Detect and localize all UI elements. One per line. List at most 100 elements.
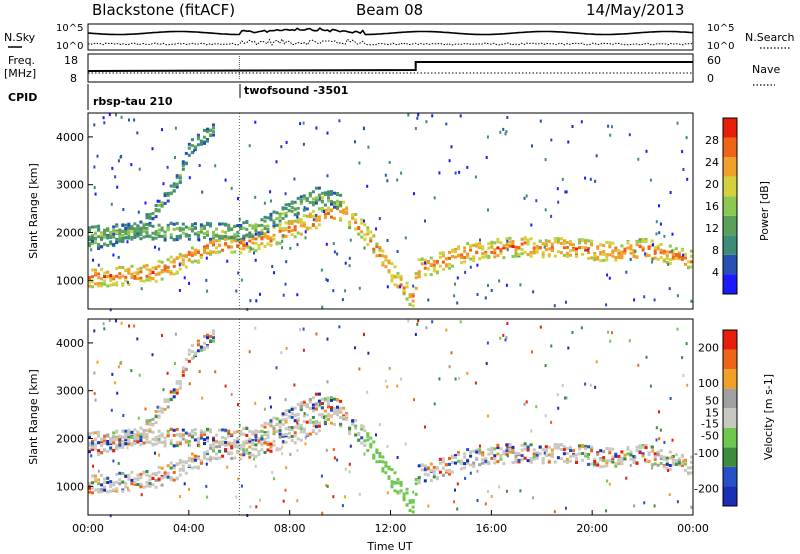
velocity-cell (290, 407, 294, 411)
power-cell (209, 249, 212, 253)
power-cell (296, 293, 299, 297)
power-cell (136, 231, 140, 235)
velocity-cell (487, 452, 491, 456)
velocity-cell (317, 424, 321, 428)
velocity-cell (148, 427, 152, 431)
velocity-cell (230, 456, 234, 460)
power-cell (653, 246, 657, 250)
velocity-cell (181, 467, 185, 471)
power-cell (88, 229, 91, 233)
velocity-cell (227, 434, 231, 438)
power-cell (133, 222, 137, 226)
velocity-cell (453, 500, 456, 504)
velocity-cell (602, 450, 606, 454)
power-cell (272, 210, 276, 214)
velocity-cell (481, 453, 485, 457)
power-cell (103, 275, 107, 279)
velocity-cell (658, 410, 660, 414)
power-cell (118, 235, 122, 239)
velocity-cell (145, 470, 149, 473)
velocity-cell (635, 461, 639, 465)
power-cell (550, 245, 554, 249)
power-cell (454, 171, 457, 175)
velocity-cell (94, 477, 97, 481)
velocity-cell (260, 434, 264, 438)
colorbar-swatch (723, 215, 737, 236)
velocity-cell (336, 405, 339, 409)
power-cell (189, 237, 192, 241)
power-cell (145, 264, 149, 267)
power-cell (136, 272, 140, 276)
velocity-cell (91, 445, 94, 449)
velocity-cell (206, 495, 209, 499)
velocity-cell (514, 454, 518, 458)
velocity-cell (109, 480, 113, 484)
power-cell (106, 270, 110, 274)
power-cell (187, 226, 191, 230)
velocity-cell (463, 452, 467, 456)
power-cell (458, 170, 461, 174)
power-cell (221, 235, 225, 239)
power-cell (203, 236, 206, 239)
velocity-cell (490, 449, 494, 453)
velocity-cell (637, 363, 640, 367)
velocity-cell (659, 449, 663, 452)
power-cell (435, 271, 439, 275)
velocity-cell (556, 446, 560, 450)
power-cell (311, 209, 315, 213)
power-cell (209, 252, 212, 256)
velocity-cell (88, 482, 91, 485)
power-cell (140, 287, 143, 291)
power-cell (396, 272, 400, 275)
power-cell (417, 258, 421, 262)
power-cell (348, 221, 352, 225)
velocity-cell (199, 461, 203, 465)
power-cell (481, 247, 485, 251)
velocity-cell (139, 426, 143, 430)
power-cell (584, 238, 588, 242)
power-cell (581, 252, 585, 256)
power-cell (112, 282, 116, 286)
velocity-cell (305, 405, 309, 408)
velocity-cell (282, 440, 285, 444)
power-cell (572, 248, 575, 252)
velocity-cell (218, 428, 222, 432)
velocity-cell (565, 506, 567, 510)
velocity-cell (408, 499, 412, 503)
velocity-cell (358, 492, 361, 496)
velocity-cell (224, 448, 228, 452)
velocity-cell (112, 483, 116, 487)
power-cell (605, 258, 609, 262)
power-cell (632, 253, 636, 257)
power-cell (429, 256, 433, 260)
velocity-cell (169, 476, 173, 480)
power-cell (284, 192, 287, 196)
power-cell (305, 214, 309, 218)
x-tick-label: 16:00 (475, 522, 507, 535)
velocity-cell (466, 371, 469, 375)
power-cell (320, 200, 324, 204)
velocity-cell (520, 454, 524, 458)
velocity-cell (187, 458, 191, 462)
power-cell (314, 196, 318, 200)
velocity-cell (253, 457, 255, 461)
power-cell (472, 255, 476, 259)
power-cell (190, 144, 194, 148)
velocity-cell (366, 432, 370, 436)
power-cell (175, 174, 179, 178)
velocity-cell (432, 472, 436, 476)
velocity-cell (487, 414, 489, 418)
velocity-cell (520, 448, 524, 452)
velocity-cell (317, 399, 321, 403)
velocity-cell (481, 461, 485, 465)
velocity-cell (339, 416, 343, 420)
power-cell (142, 225, 146, 228)
power-cell (390, 274, 394, 278)
velocity-cell (354, 424, 358, 428)
power-cell (572, 243, 575, 247)
velocity-cell (181, 368, 185, 372)
power-cell (272, 221, 276, 225)
velocity-cell (115, 472, 119, 476)
velocity-cell (103, 327, 106, 331)
